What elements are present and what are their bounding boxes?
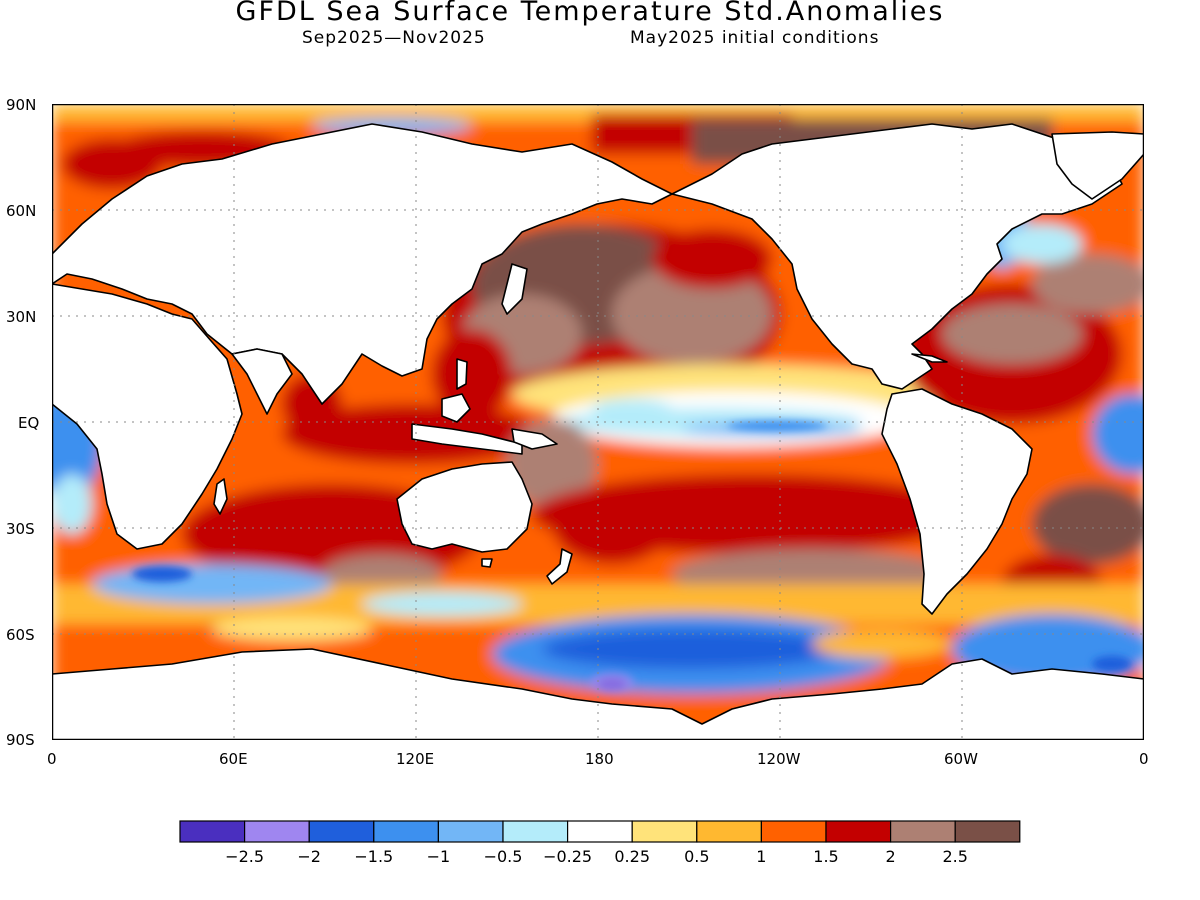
graticule bbox=[52, 104, 1144, 740]
colorbar-label: 1.5 bbox=[813, 847, 838, 866]
y-tick-label: 60S bbox=[6, 626, 35, 644]
forecast-period: Sep2025—Nov2025 bbox=[302, 28, 486, 48]
y-tick-label: 30S bbox=[6, 520, 35, 538]
tasmania bbox=[481, 558, 493, 568]
india bbox=[231, 348, 293, 415]
colorbar-label: −0.5 bbox=[484, 847, 523, 866]
y-tick-label: 90N bbox=[6, 96, 37, 114]
colorbar-swatch bbox=[308, 820, 375, 843]
colorbar-label: 1 bbox=[756, 847, 766, 866]
map-border bbox=[52, 104, 1144, 740]
north-america-landmass bbox=[671, 123, 1123, 390]
x-tick-label: 120W bbox=[757, 750, 801, 768]
africa-landmass bbox=[52, 283, 243, 550]
sst-anomaly-map bbox=[52, 104, 1144, 740]
colorbar-swatch bbox=[244, 820, 310, 843]
x-tick-label: 0 bbox=[47, 750, 57, 768]
colorbar-swatch bbox=[437, 820, 504, 843]
colorbar-label: 0.5 bbox=[684, 847, 709, 866]
colorbar-swatch bbox=[760, 820, 827, 843]
australia bbox=[396, 461, 533, 553]
colorbar-swatch bbox=[631, 820, 698, 843]
anomaly-detail bbox=[132, 421, 1132, 692]
colorbar-label: −2.5 bbox=[225, 847, 264, 866]
colorbar-label: −0.25 bbox=[543, 847, 592, 866]
x-tick-label: 180 bbox=[585, 750, 614, 768]
colorbar-swatch bbox=[825, 820, 892, 843]
eurasia-landmass bbox=[52, 123, 673, 405]
colorbar-swatch bbox=[566, 820, 633, 843]
borneo bbox=[441, 393, 471, 423]
chart-title: GFDL Sea Surface Temperature Std.Anomali… bbox=[235, 0, 945, 27]
antarctica-landmass bbox=[52, 648, 1144, 740]
colorbar-swatch bbox=[954, 820, 1021, 843]
x-tick-label: 120E bbox=[396, 750, 435, 768]
y-tick-label: 30N bbox=[6, 308, 37, 326]
colorbar-swatch bbox=[502, 820, 569, 843]
colorbar-label: 0.25 bbox=[614, 847, 650, 866]
new-zealand bbox=[546, 548, 573, 585]
new-guinea bbox=[511, 428, 558, 450]
land bbox=[52, 123, 1144, 740]
cuba bbox=[911, 353, 948, 363]
x-tick-label: 60E bbox=[219, 750, 248, 768]
colorbar-swatch bbox=[179, 820, 246, 843]
philippines bbox=[456, 358, 468, 390]
x-tick-label: 60W bbox=[944, 750, 978, 768]
colorbar-label: −1.5 bbox=[354, 847, 393, 866]
colorbar-label: −1 bbox=[427, 847, 451, 866]
colorbar-legend: −2.5 −2 −1.5 −1 −0.5 −0.25 0.25 0.5 1 1.5 2 2.5 bbox=[179, 820, 1021, 866]
colorbar-label: −2 bbox=[297, 847, 321, 866]
y-tick-label: 90S bbox=[6, 731, 35, 749]
colorbar-swatch bbox=[373, 820, 439, 843]
colorbar-label: 2 bbox=[886, 847, 896, 866]
y-tick-label: 60N bbox=[6, 202, 37, 220]
madagascar bbox=[213, 478, 228, 515]
x-tick-label: 0 bbox=[1139, 750, 1149, 768]
colorbar-swatch bbox=[696, 820, 762, 843]
colorbar-label: 2.5 bbox=[942, 847, 967, 866]
indonesia bbox=[411, 423, 523, 455]
colorbar-swatch bbox=[889, 820, 956, 843]
y-tick-label: EQ bbox=[18, 414, 40, 432]
south-america-landmass bbox=[881, 388, 1033, 615]
greenland bbox=[1051, 131, 1144, 200]
initial-conditions: May2025 initial conditions bbox=[630, 28, 880, 48]
japan bbox=[501, 263, 528, 315]
